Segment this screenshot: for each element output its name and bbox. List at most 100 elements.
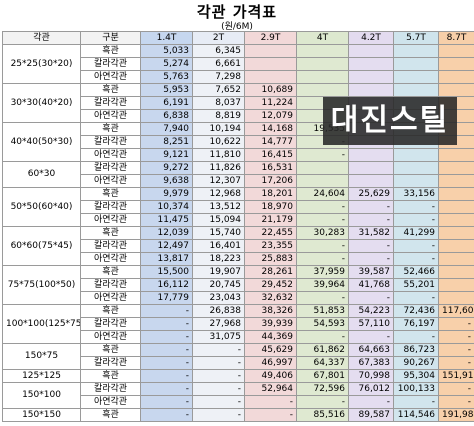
price-cell: -: [393, 213, 439, 227]
price-cell: 72,436: [393, 304, 439, 318]
price-cell: -: [393, 200, 439, 214]
price-cell: 12,079: [244, 109, 297, 123]
price-cell: 25,883: [244, 252, 297, 266]
table-row: 아연각관 13,817 18,223 25,883- - -: [3, 252, 474, 266]
price-cell: 49,406: [244, 369, 297, 383]
size-cell: 30*30(40*20): [2, 83, 81, 123]
price-cell: -: [438, 395, 474, 409]
price-cell: 32,632: [244, 291, 297, 305]
price-cell: 85,516: [296, 408, 349, 422]
price-cell: 57,110: [348, 317, 394, 331]
type-cell: 흑관: [80, 265, 141, 279]
type-cell: 흑관: [80, 369, 141, 383]
price-cell: [393, 44, 439, 58]
table-row: 칼라각관 12,497 16,401 23,355- - -: [3, 239, 474, 253]
price-cell: 14,777: [244, 135, 297, 149]
table-row: 25*25(30*20) 흑관 5,033 6,345: [2, 44, 474, 84]
price-cell: 23,355: [244, 239, 297, 253]
price-cell: 14,168: [244, 122, 297, 136]
price-cell: 51,853: [296, 304, 349, 318]
header-size: 각관: [2, 31, 81, 45]
table-row: 30*30(40*20) 흑관 5,953 7,652 10,689: [2, 83, 474, 123]
price-cell: -: [393, 291, 439, 305]
price-cell: 12,039: [140, 226, 193, 240]
header-thickness: 4.2T: [348, 31, 394, 45]
header-thickness: 8.7T: [438, 31, 474, 45]
price-cell: 20,745: [192, 278, 245, 292]
price-cell: 15,740: [192, 226, 245, 240]
type-cell: 흑관: [80, 408, 141, 422]
price-cell: [438, 226, 474, 240]
table-row: 60*30 칼라각관 9,272 11,826 16,531: [2, 161, 474, 188]
price-cell: -: [348, 252, 394, 266]
price-cell: 5,953: [140, 83, 193, 97]
price-cell: -: [296, 148, 349, 162]
price-cell: -: [393, 395, 439, 409]
size-cell: 75*75(100*50): [2, 265, 81, 305]
price-cell: -: [140, 304, 193, 318]
price-cell: 67,383: [348, 356, 394, 370]
type-cell: 칼라각관: [80, 382, 141, 396]
price-cell: 76,012: [348, 382, 394, 396]
price-cell: 10,194: [192, 122, 245, 136]
price-cell: 5,763: [140, 70, 193, 84]
type-cell: 흑관: [80, 83, 141, 97]
table-row: 아연각관 5,763 7,298: [3, 70, 474, 84]
price-cell: 6,661: [192, 57, 245, 71]
price-cell: 90,267: [393, 356, 439, 370]
price-cell: -: [140, 395, 193, 409]
size-cell: 60*60(75*45): [2, 226, 81, 266]
price-cell: 12,307: [192, 174, 245, 188]
table-row: 칼라각관 - -46,997 64,337 67,383 90,267-: [3, 356, 474, 370]
price-cell: 86,723: [393, 343, 439, 357]
price-cell: 12,497: [140, 239, 193, 253]
header-thickness: 2.9T: [244, 31, 297, 45]
price-cell: 41,768: [348, 278, 394, 292]
price-cell: 67,801: [296, 369, 349, 383]
price-cell: 31,075: [192, 330, 245, 344]
price-cell: 15,094: [192, 213, 245, 227]
watermark-logo: 대진스틸: [323, 97, 457, 145]
price-cell: 18,970: [244, 200, 297, 214]
price-cell: [244, 70, 297, 84]
type-cell: 칼라각관: [80, 57, 141, 71]
price-cell: 9,979: [140, 187, 193, 201]
table-row: 아연각관 - - - - - - -: [3, 395, 474, 409]
price-cell: -: [438, 343, 474, 357]
price-cell: -: [348, 200, 394, 214]
price-cell: [438, 200, 474, 214]
price-cell: [438, 291, 474, 305]
type-cell: 칼라각관: [80, 239, 141, 253]
price-cell: 7,652: [192, 83, 245, 97]
price-cell: 17,779: [140, 291, 193, 305]
price-cell: -: [192, 395, 245, 409]
table-row: 칼라각관 -27,968 39,939 54,593 57,110 76,197-: [3, 317, 474, 331]
price-cell: 37,959: [296, 265, 349, 279]
type-cell: 흑관: [80, 226, 141, 240]
price-cell: 17,206: [244, 174, 297, 188]
price-cell: [393, 148, 439, 162]
price-cell: 46,997: [244, 356, 297, 370]
price-cell: 11,475: [140, 213, 193, 227]
price-cell: 52,964: [244, 382, 297, 396]
type-cell: 칼라각관: [80, 200, 141, 214]
price-cell: 18,201: [244, 187, 297, 201]
price-cell: -: [348, 239, 394, 253]
size-cell: 150*100: [2, 382, 81, 409]
type-cell: 흑관: [80, 187, 141, 201]
price-cell: -: [393, 252, 439, 266]
price-cell: -: [296, 395, 349, 409]
price-cell: 31,582: [348, 226, 394, 240]
price-table: 각관 구분 1.4T 2T 2.9T 4T 4.2T 5.7T 8.7T 25*…: [2, 31, 474, 422]
price-cell: -: [192, 343, 245, 357]
header-thickness: 5.7T: [393, 31, 439, 45]
price-cell: 89,587: [348, 408, 394, 422]
price-cell: -: [140, 343, 193, 357]
price-cell: [438, 174, 474, 188]
price-cell: -: [140, 382, 193, 396]
price-cell: 13,817: [140, 252, 193, 266]
price-cell: 6,191: [140, 96, 193, 110]
price-cell: 26,838: [192, 304, 245, 318]
price-cell: 44,369: [244, 330, 297, 344]
